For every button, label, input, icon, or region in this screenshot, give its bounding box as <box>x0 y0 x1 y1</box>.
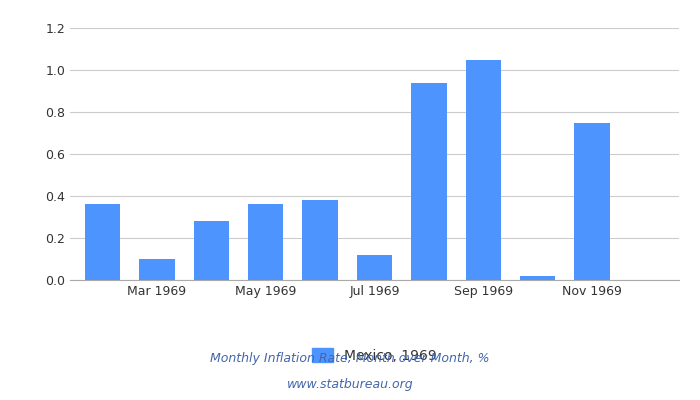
Bar <box>194 221 229 280</box>
Bar <box>466 60 501 280</box>
Bar <box>357 255 392 280</box>
Bar <box>411 83 447 280</box>
Bar <box>520 276 555 280</box>
Legend: Mexico, 1969: Mexico, 1969 <box>307 342 442 368</box>
Bar <box>85 204 120 280</box>
Text: Monthly Inflation Rate, Month over Month, %: Monthly Inflation Rate, Month over Month… <box>210 352 490 365</box>
Bar <box>574 122 610 280</box>
Bar <box>139 259 175 280</box>
Text: www.statbureau.org: www.statbureau.org <box>287 378 413 391</box>
Bar <box>248 204 284 280</box>
Bar <box>302 200 338 280</box>
